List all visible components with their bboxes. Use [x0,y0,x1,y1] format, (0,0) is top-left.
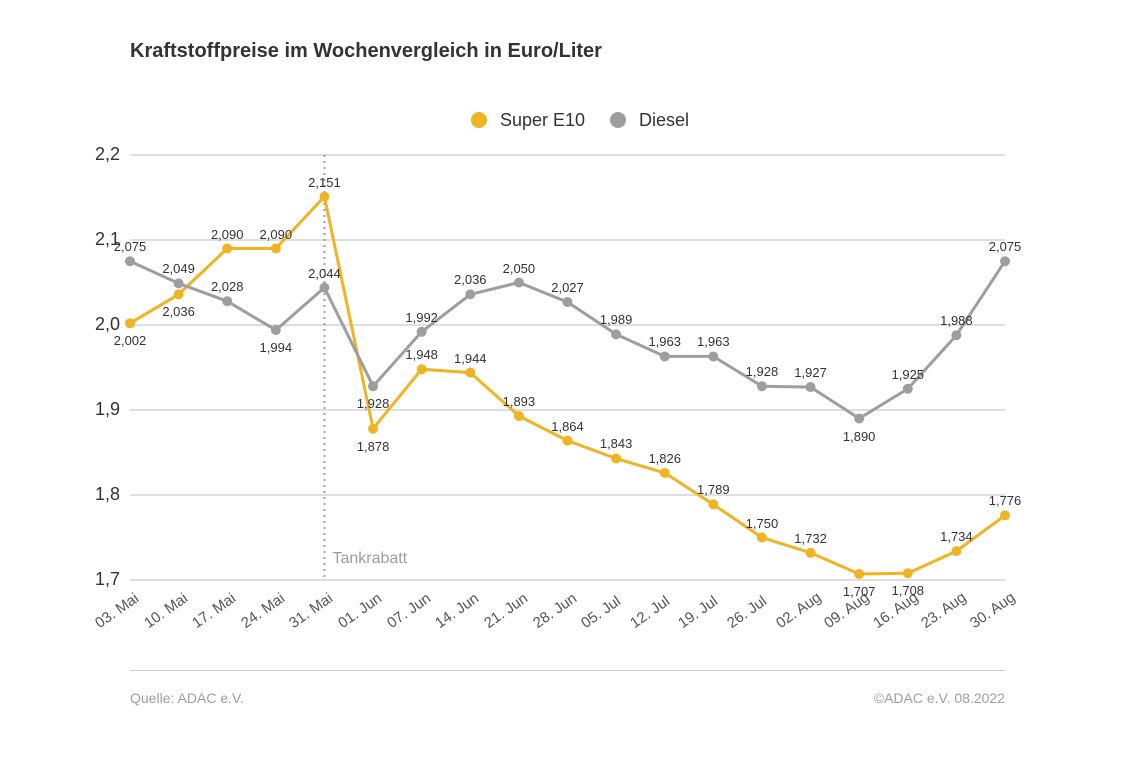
data-point-label: 1,826 [648,451,681,466]
chart-svg [0,0,1140,760]
data-point-label: 1,948 [405,347,438,362]
data-point-label: 2,090 [211,227,244,242]
data-point-label: 2,090 [260,227,293,242]
data-point-label: 2,075 [989,239,1022,254]
data-point-label: 1,707 [843,584,876,599]
data-point-label: 2,002 [114,333,147,348]
data-point-label: 1,927 [794,365,827,380]
data-point-label: 1,708 [891,583,924,598]
data-point-label: 1,994 [260,340,293,355]
data-point-label: 1,992 [405,310,438,325]
y-axis-tick-label: 1,9 [80,399,120,420]
copyright-text: ©ADAC e.V. 08.2022 [874,690,1005,706]
data-point-label: 1,890 [843,429,876,444]
data-point-label: 2,151 [308,175,341,190]
data-point-label: 1,789 [697,482,730,497]
data-point-label: 1,963 [697,334,730,349]
data-point-label: 1,928 [746,364,779,379]
footer-separator [130,670,1005,671]
data-point-label: 1,843 [600,436,633,451]
data-point-label: 1,864 [551,419,584,434]
y-axis-tick-label: 1,7 [80,569,120,590]
data-point-label: 2,028 [211,279,244,294]
chart-container: Kraftstoffpreise im Wochenvergleich in E… [0,0,1140,760]
data-point-label: 1,878 [357,439,390,454]
data-point-label: 2,027 [551,280,584,295]
annotation-label: Tankrabatt [332,550,407,568]
y-axis-tick-label: 1,8 [80,484,120,505]
data-point-label: 2,036 [162,304,195,319]
y-axis-tick-label: 2,0 [80,314,120,335]
data-point-label: 2,036 [454,272,487,287]
source-text: Quelle: ADAC e.V. [130,690,244,706]
y-axis-tick-label: 2,2 [80,144,120,165]
data-point-label: 2,050 [503,261,536,276]
data-point-label: 2,049 [162,261,195,276]
data-point-label: 1,750 [746,516,779,531]
data-point-label: 1,944 [454,351,487,366]
data-point-label: 1,989 [600,312,633,327]
data-point-label: 2,044 [308,266,341,281]
data-point-label: 1,928 [357,396,390,411]
data-point-label: 1,963 [648,334,681,349]
data-point-label: 1,925 [891,367,924,382]
data-point-label: 1,988 [940,313,973,328]
data-point-label: 2,075 [114,239,147,254]
data-point-label: 1,893 [503,394,536,409]
data-point-label: 1,734 [940,529,973,544]
data-point-label: 1,776 [989,493,1022,508]
data-point-label: 1,732 [794,531,827,546]
